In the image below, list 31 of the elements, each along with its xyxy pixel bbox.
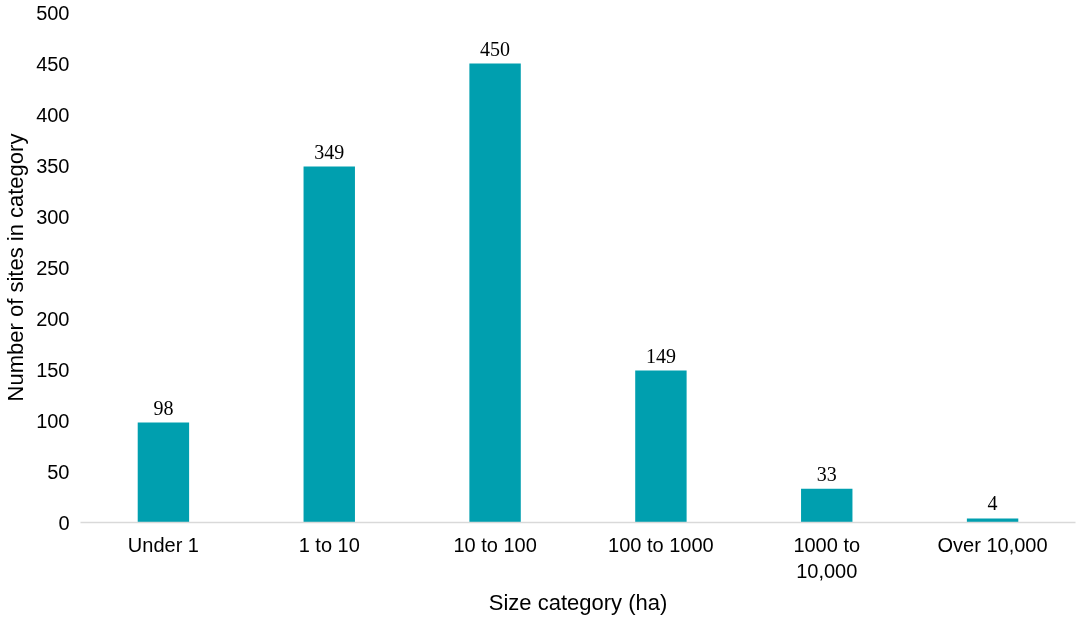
y-tick-label: 350	[36, 154, 70, 177]
data-label: 4	[987, 492, 998, 515]
x-tick-label: 100 to 1000	[608, 533, 714, 556]
y-axis-title: Number of sites in category	[3, 133, 29, 402]
bar	[966, 518, 1019, 523]
y-tick-label: 0	[58, 511, 70, 534]
x-tick-label: Over 10,000	[937, 533, 1048, 556]
data-label: 33	[816, 462, 837, 485]
x-tick-label: 1000 to 10,000	[793, 533, 861, 582]
x-axis-title: Size category (ha)	[488, 589, 668, 615]
x-tick-label: 10 to 100	[453, 533, 537, 556]
bar	[469, 63, 521, 523]
y-tick-label: 450	[36, 52, 70, 75]
y-tick-label: 250	[36, 256, 70, 279]
y-tick-label: 400	[36, 103, 70, 126]
x-tick-label: Under 1	[127, 533, 199, 556]
y-tick-label: 200	[36, 307, 70, 330]
y-tick-label: 50	[47, 460, 70, 483]
y-tick-label: 300	[36, 205, 70, 228]
data-label: 349	[314, 140, 345, 163]
bar	[801, 488, 853, 523]
y-tick-label: 150	[36, 358, 70, 381]
x-tick-label: 1 to 10	[298, 533, 360, 556]
data-label: 149	[645, 344, 676, 367]
bar	[137, 422, 190, 523]
data-label: 450	[480, 37, 511, 60]
bar	[303, 166, 355, 523]
y-tick-label: 100	[36, 409, 70, 432]
y-tick-label: 500	[36, 1, 70, 24]
bar	[635, 370, 687, 523]
data-label: 98	[153, 396, 174, 419]
